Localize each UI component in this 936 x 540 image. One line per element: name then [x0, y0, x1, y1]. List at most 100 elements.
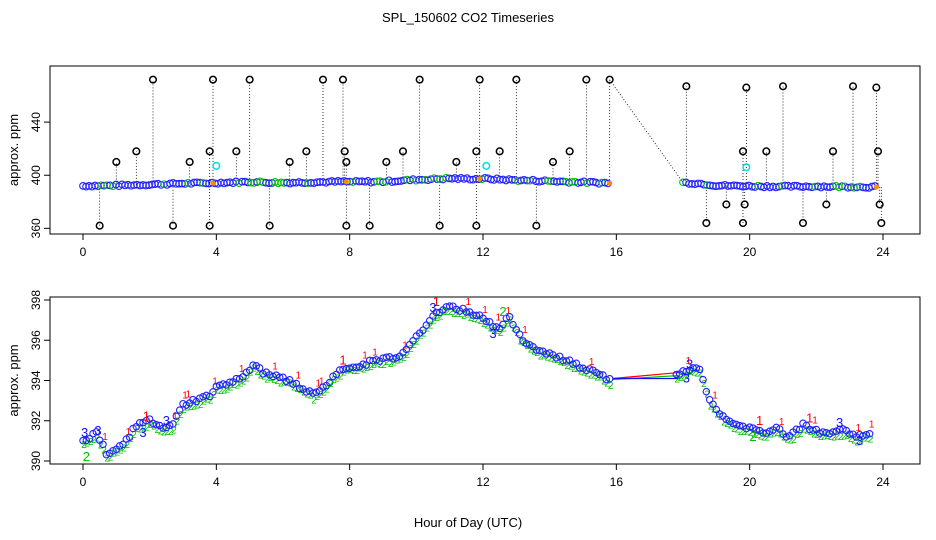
numbered-marker: 3 — [836, 415, 843, 430]
series-2-marker: 2 — [805, 426, 811, 437]
series-2-marker: 2 — [698, 369, 704, 380]
series-point — [109, 446, 117, 455]
series-2-marker: 2 — [278, 378, 284, 389]
series-point — [585, 365, 594, 373]
series-point — [249, 361, 257, 369]
series-2-marker: 2 — [95, 434, 101, 445]
series-point — [692, 364, 701, 372]
outlier-point — [342, 157, 351, 167]
series-2-marker: 2 — [158, 426, 164, 437]
series-2-marker: 2 — [238, 378, 244, 389]
series-2-marker: 2 — [831, 432, 837, 443]
series-2-marker: 2 — [105, 454, 111, 465]
baseline-point — [433, 175, 441, 183]
series-2-marker: 2 — [755, 430, 761, 441]
baseline-point — [712, 182, 720, 191]
series-1-marker: 1 — [686, 356, 692, 367]
series-2-marker: 2 — [421, 328, 427, 339]
series-2-marker: 2 — [425, 323, 431, 334]
baseline-point — [130, 181, 138, 189]
series-2-marker: 2 — [228, 382, 234, 393]
series-2-marker: 2 — [468, 313, 474, 324]
baseline-point — [709, 181, 717, 190]
y-axis-label: approx. ppm — [6, 344, 21, 416]
series-2-marker: 2 — [335, 374, 341, 385]
baseline-point — [136, 181, 144, 190]
baseline-point — [352, 176, 360, 185]
series-2-marker: 2 — [241, 376, 247, 387]
series-2-marker: 2 — [458, 309, 464, 320]
baseline-point — [247, 178, 255, 187]
series-2-marker: 2 — [145, 423, 151, 434]
baseline-point — [688, 180, 696, 188]
series-2-marker: 2 — [275, 376, 281, 387]
series-2-marker: 2 — [558, 357, 564, 368]
series-2-marker: 2 — [325, 385, 331, 396]
figure-title: SPL_150602 CO2 Timeseries — [382, 10, 554, 25]
baseline-point — [190, 178, 198, 187]
series-point — [289, 380, 297, 388]
series-2-marker: 2 — [331, 375, 337, 386]
series-2-marker: 2 — [405, 350, 411, 361]
outlier-point — [208, 75, 218, 84]
series-2-marker: 2 — [455, 309, 461, 320]
outlier-point — [682, 82, 691, 91]
series-2-marker: 2 — [195, 401, 201, 412]
series-1-marker: 1 — [319, 377, 325, 388]
series-2-marker: 2 — [448, 307, 454, 318]
numbered-marker: 3 — [683, 370, 690, 385]
series-2-marker: 2 — [758, 432, 764, 443]
series-2-marker: 2 — [451, 309, 457, 320]
baseline-point — [289, 178, 297, 187]
series-2-marker: 2 — [318, 390, 324, 401]
outlier-point — [340, 147, 349, 156]
series-2-marker: 2 — [391, 358, 397, 369]
series-2-marker: 2 — [385, 357, 391, 368]
series-point — [689, 364, 697, 372]
y-tick-label: 360 — [29, 218, 43, 238]
outlier-point — [472, 221, 481, 230]
series-2-marker: 2 — [265, 374, 271, 385]
baseline-point — [133, 180, 141, 189]
series-point — [752, 426, 761, 434]
gap-connector — [609, 79, 684, 183]
series-2-marker: 2 — [795, 430, 801, 441]
series-2-marker: 2 — [748, 428, 754, 439]
outlier-point — [365, 221, 374, 230]
series-2-marker: 2 — [98, 440, 104, 451]
series-2-marker: 2 — [778, 430, 784, 441]
series-2-marker: 2 — [291, 382, 297, 393]
series-2-marker: 2 — [765, 433, 771, 444]
series-2-marker: 2 — [841, 431, 847, 442]
series-1-marker: 1 — [506, 306, 512, 317]
baseline-point — [139, 181, 147, 189]
series-1-marker: 1 — [126, 427, 132, 438]
outlier-point — [205, 221, 214, 230]
baseline-point — [79, 182, 87, 190]
series-point — [595, 370, 604, 379]
numbered-marker: 2 — [749, 429, 756, 444]
numbered-marker: 3 — [94, 423, 101, 438]
series-point — [419, 326, 427, 334]
series-point — [745, 423, 754, 431]
series-2-marker: 2 — [578, 367, 584, 378]
baseline-point — [526, 176, 534, 185]
series-2-marker: 2 — [445, 307, 451, 318]
y-axis-label: approx. ppm — [6, 114, 21, 186]
outlier-point — [342, 221, 351, 230]
series-2-marker: 2 — [281, 377, 287, 388]
series-2-marker: 2 — [818, 432, 824, 443]
y-tick-label: 440 — [29, 112, 43, 132]
series-2-marker: 2 — [368, 362, 374, 373]
baseline-point — [307, 179, 315, 187]
series-1-marker: 1 — [186, 390, 192, 401]
baseline-point — [550, 177, 558, 186]
series-2-marker: 2 — [781, 432, 787, 443]
series-2-marker: 2 — [201, 397, 207, 408]
baseline-point — [355, 177, 363, 186]
series-point — [432, 308, 441, 317]
outlier-point — [302, 147, 311, 156]
series-2-marker: 2 — [485, 320, 491, 331]
series-point — [795, 425, 804, 434]
series-2-marker: 2 — [571, 364, 577, 375]
